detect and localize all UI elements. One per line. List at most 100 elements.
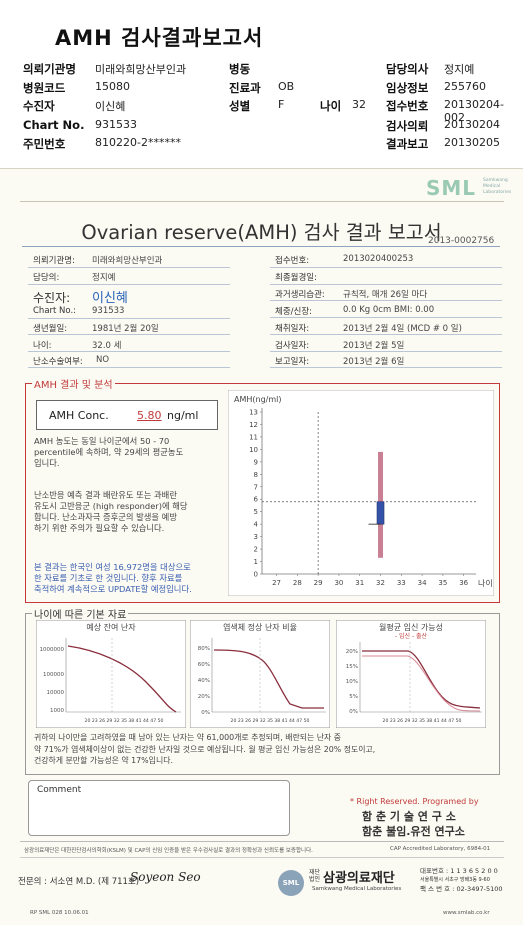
mini-y-tick: 20% — [346, 649, 358, 655]
header-value: 20130204-002 — [444, 98, 504, 124]
y-tick-label: 9 — [254, 458, 258, 466]
mini-y-tick: 1000 — [50, 708, 64, 714]
footer-note: 삼광의료재단은 대한진단검사의학회(KSLM) 및 CAP의 신임 인증을 받은… — [24, 848, 313, 854]
divider — [270, 317, 502, 318]
age-data-description: 귀하의 나이만을 고려하였을 때 남아 있는 난자는 약 61,000개로 추정… — [34, 732, 494, 767]
sml-seal-logo: SML — [278, 870, 304, 896]
mini-curve-pregnancy — [362, 650, 481, 709]
y-tick-label: 13 — [249, 409, 258, 417]
x-tick-label: 30 — [334, 579, 343, 587]
remaining-eggs-chart: 예상 잔여 난자 1000000 100000 10000 1000 20 23… — [36, 620, 186, 728]
header-key: 검사의뢰 — [386, 119, 429, 133]
header-value: 20130205 — [444, 136, 500, 149]
field-value: NO — [96, 355, 110, 365]
header-value: 931533 — [95, 118, 137, 131]
field-label: 담당의: — [33, 273, 60, 283]
header-value: 정지예 — [444, 63, 475, 76]
field-label: 난소수술여부: — [33, 357, 83, 367]
mini-curve-birth — [362, 655, 481, 712]
logo-sub-line: Samkwang — [483, 178, 508, 183]
text-line: 건강하게 분만할 가능성은 약 17%입니다. — [34, 756, 173, 765]
mini-chart-title: 예상 잔여 난자 — [86, 622, 136, 632]
header-key: Chart No. — [23, 118, 85, 132]
amh-interpretation: AMH 농도는 동일 나이군에서 50 - 70 percentile에 속하며… — [34, 436, 224, 469]
text-line: 팩 스 번 호 : 02-3497-5100 — [420, 885, 503, 893]
y-tick-label: 3 — [254, 533, 258, 541]
text-line: AMH 농도는 동일 나이군에서 50 - 70 — [34, 436, 170, 446]
header-key: 나이 — [320, 99, 342, 113]
field-value: 2013년 2월 5일 — [343, 341, 405, 351]
divider — [28, 318, 230, 319]
patient-name: 이신혜 — [92, 291, 128, 306]
x-axis-label: 나이 — [478, 578, 493, 588]
divider — [270, 284, 502, 285]
mini-y-tick: 0% — [201, 710, 210, 716]
text-line: 유도시 고반응군 (high responder)에 해당 — [34, 501, 188, 511]
mini-y-tick: 100000 — [43, 672, 64, 678]
mini-x-ticks: 20 23 26 29 32 35 38 41 44 47 50 — [85, 718, 164, 724]
mini-chart-title: 염색체 정상 난자 비율 — [223, 622, 297, 632]
header-key: 담당의사 — [386, 62, 429, 76]
page-title: AMH 검사결과보고서 — [55, 26, 264, 50]
divider — [28, 334, 230, 335]
field-label: 생년월일: — [33, 324, 68, 334]
text-line: 난소반응 예측 결과 배란유도 또는 과배란 — [34, 490, 177, 500]
text-line: 입니다. — [34, 458, 60, 468]
foundation-prefix: 재단법인 — [309, 869, 321, 883]
chart-frame — [228, 390, 494, 596]
header-value: OB — [278, 80, 295, 93]
y-axis-label: AMH(ng/ml) — [234, 395, 282, 404]
mini-x-ticks: 20 23 26 29 32 35 38 41 44 47 50 — [231, 718, 310, 724]
form-code: RP SML 028 10.06.01 — [30, 910, 89, 916]
divider — [28, 367, 230, 368]
header-key: 병동 — [229, 62, 251, 76]
field-value: 0.0 Kg 0cm BMI: 0.00 — [343, 305, 435, 315]
text-line: 축적하여 계속적으로 UPDATE할 예정입니다. — [34, 584, 192, 594]
mini-y-tick: 20% — [198, 694, 210, 700]
y-tick-label: 10 — [249, 446, 258, 454]
field-value: 1981년 2월 20일 — [92, 324, 159, 334]
divider — [28, 267, 230, 268]
mini-y-tick: 40% — [198, 678, 210, 684]
x-tick-label: 34 — [418, 579, 427, 587]
x-tick-label: 31 — [355, 579, 364, 587]
mini-y-tick: 0% — [349, 709, 358, 715]
mini-chart-legend: - 임신 - 출산 — [395, 632, 428, 640]
rights-line: * Right Reserved. Programed by — [350, 797, 479, 806]
y-tick-label: 5 — [254, 508, 258, 516]
x-tick-label: 33 — [397, 579, 406, 587]
text-line: 귀하의 나이만을 고려하였을 때 남아 있는 난자는 약 61,000개로 추정… — [34, 733, 342, 742]
report-id: 2013-0002756 — [428, 236, 495, 246]
field-label: 접수번호: — [275, 256, 310, 266]
x-tick-label: 27 — [272, 579, 281, 587]
field-value: 931533 — [92, 306, 125, 316]
amh-conc-unit: ng/ml — [167, 409, 199, 422]
rights-institute: 함춘 불임.유전 연구소 — [362, 825, 465, 838]
divider — [28, 351, 230, 352]
amh-conc-value: 5.80 — [137, 409, 162, 422]
header-value: 20130204 — [444, 118, 500, 131]
field-value: 32.0 세 — [92, 341, 122, 351]
y-tick-label: 6 — [254, 496, 259, 504]
header-value: 15080 — [95, 80, 130, 93]
mini-chart-title: 월평균 임신 가능성 — [379, 622, 443, 632]
box-iqr — [376, 501, 385, 525]
header-key: 성별 — [229, 99, 251, 113]
header-key: 결과보고 — [386, 137, 429, 151]
data-source-note: 본 결과는 한국인 여성 16,972명을 대상으로 한 자료를 기초로 한 것… — [34, 562, 224, 595]
comment-box: Comment — [28, 780, 290, 836]
divider — [270, 334, 502, 335]
mini-y-tick: 1000000 — [40, 647, 65, 653]
y-tick-label: 8 — [254, 471, 258, 479]
header-value: 810220-2****** — [95, 136, 181, 149]
mini-curve — [213, 649, 324, 709]
age-section-title: 나이에 따른 기본 자료 — [32, 606, 129, 621]
amh-conc-label: AMH Conc. — [49, 409, 109, 422]
doctor-signature-line: 전문의 : 서소연 M.D. (제 711호) — [18, 877, 140, 887]
sml-logo: SML — [426, 176, 477, 200]
mini-x-ticks: 20 23 26 29 32 35 38 41 44 47 50 — [383, 718, 462, 724]
logo-sub-line: Medical — [483, 184, 501, 189]
foundation-english: Samkwang Medical Laboratories — [312, 886, 402, 892]
text-line: percentile에 속하며, 약 29세의 평균농도 — [34, 447, 184, 457]
divider — [28, 284, 230, 285]
